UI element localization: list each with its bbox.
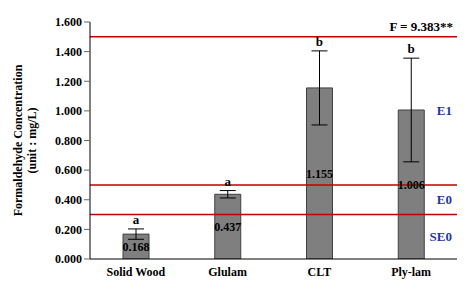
svg-text:Formaldehyde Concentration(uni: Formaldehyde Concentration(unit : mg/L) [11, 64, 39, 216]
svg-text:b: b [408, 41, 415, 56]
svg-text:b: b [316, 34, 323, 49]
svg-text:1.000: 1.000 [55, 104, 82, 118]
svg-text:0.600: 0.600 [55, 163, 82, 177]
svg-text:a: a [133, 212, 140, 227]
svg-text:0.000: 0.000 [55, 252, 82, 266]
svg-text:1.600: 1.600 [55, 15, 82, 29]
svg-text:1.155: 1.155 [306, 167, 333, 181]
svg-text:1.400: 1.400 [55, 45, 82, 59]
svg-text:SE0: SE0 [430, 229, 452, 244]
svg-text:E0: E0 [437, 192, 452, 207]
svg-text:0.800: 0.800 [55, 134, 82, 148]
svg-text:Glulam: Glulam [208, 265, 247, 279]
svg-text:Ply-lam: Ply-lam [391, 265, 431, 279]
svg-text:1.200: 1.200 [55, 75, 82, 89]
svg-text:F = 9.383**: F = 9.383** [389, 19, 453, 34]
svg-text:0.400: 0.400 [55, 193, 82, 207]
svg-text:E1: E1 [437, 103, 452, 118]
svg-text:0.168: 0.168 [123, 240, 150, 254]
svg-text:Solid Wood: Solid Wood [106, 265, 165, 279]
svg-text:1.006: 1.006 [398, 178, 425, 192]
svg-text:a: a [224, 174, 231, 189]
svg-text:0.200: 0.200 [55, 223, 82, 237]
svg-text:0.437: 0.437 [214, 220, 241, 234]
svg-text:CLT: CLT [308, 265, 332, 279]
